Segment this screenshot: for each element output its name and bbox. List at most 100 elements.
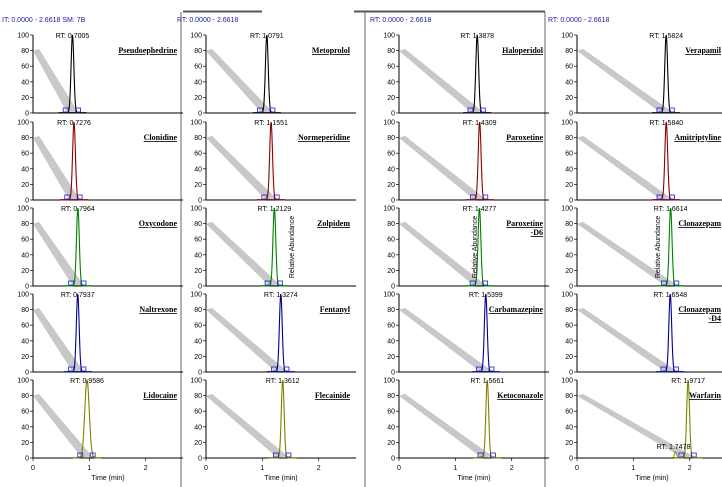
y-tick-label: 80	[194, 307, 202, 314]
y-tick-label: 0	[198, 111, 202, 118]
compound-label: Verapamil	[685, 46, 721, 55]
rt-label: RT: 1.3612	[266, 378, 300, 385]
integration-marker	[89, 452, 96, 458]
y-tick-label: 40	[565, 424, 573, 431]
y-tick-label: 40	[387, 338, 395, 345]
y-tick-label: 20	[387, 95, 395, 102]
y-tick-label: 60	[565, 409, 573, 416]
y-tick-label: 0	[569, 456, 573, 463]
y-tick-label: 100	[17, 120, 29, 127]
y-tick-label: 100	[190, 206, 202, 213]
y-axis-title: Relative Abundance	[655, 216, 662, 278]
compound-label: Amitriptyline	[674, 133, 721, 142]
y-tick-label: 0	[391, 284, 395, 291]
background-trace	[577, 48, 672, 114]
y-tick-label: 80	[194, 221, 202, 228]
y-tick-label: 80	[387, 307, 395, 314]
y-tick-label: 80	[194, 48, 202, 55]
rt-label: RT: 1.2129	[257, 206, 291, 213]
compound-label: Lidocaine	[143, 391, 177, 400]
y-tick-label: 40	[194, 252, 202, 259]
integration-marker	[283, 366, 290, 372]
x-tick-label: 2	[144, 465, 148, 472]
peak-trace	[473, 379, 502, 459]
y-tick-label: 20	[194, 95, 202, 102]
range-header: RT: 0.0000 - 2.6618	[370, 17, 431, 24]
y-tick-label: 20	[21, 354, 29, 361]
integration-marker	[68, 280, 75, 286]
y-tick-label: 40	[565, 252, 573, 259]
y-tick-label: 100	[561, 378, 573, 385]
range-header: IT: 0.0000 - 2.6618 SM: 7B	[2, 17, 86, 24]
integration-marker	[277, 280, 283, 286]
x-tick-label: 1	[87, 465, 91, 472]
compound-label: Fentanyl	[320, 305, 351, 314]
y-tick-label: 60	[21, 409, 29, 416]
integration-marker	[660, 366, 667, 372]
y-tick-label: 0	[569, 370, 573, 377]
y-tick-label: 60	[387, 237, 395, 244]
y-tick-label: 20	[565, 182, 573, 189]
background-trace	[33, 221, 83, 286]
rt-label: RT: 1.4309	[463, 120, 497, 127]
peak-trace	[471, 293, 500, 373]
y-tick-label: 0	[569, 111, 573, 118]
y-tick-label: 20	[565, 354, 573, 361]
integration-marker	[482, 280, 488, 286]
y-tick-label: 40	[565, 338, 573, 345]
y-tick-label: 80	[387, 135, 395, 142]
compound-label: -D6	[531, 228, 543, 237]
compound-label: Normeperidine	[298, 133, 350, 142]
y-tick-label: 100	[17, 378, 29, 385]
x-tick-label: 0	[575, 465, 579, 472]
integration-marker	[476, 366, 482, 372]
background-trace	[399, 48, 483, 114]
y-tick-label: 60	[194, 237, 202, 244]
y-tick-label: 60	[194, 64, 202, 71]
y-tick-label: 0	[25, 198, 29, 205]
integration-marker	[64, 194, 71, 200]
y-tick-label: 100	[561, 120, 573, 127]
y-tick-label: 20	[21, 182, 29, 189]
peak-trace	[257, 121, 286, 201]
y-tick-label: 40	[21, 424, 29, 431]
rt-label: RT: 1.0791	[250, 33, 284, 40]
integration-marker	[261, 194, 268, 200]
y-axis-title: Relative Abundance	[289, 216, 296, 278]
y-tick-label: 100	[561, 206, 573, 213]
integration-marker	[285, 452, 292, 458]
x-axis-title: Time (min)	[457, 475, 490, 482]
integration-marker	[469, 194, 476, 200]
y-axis-title: Relative Abundance	[472, 216, 479, 278]
y-tick-label: 20	[21, 268, 29, 275]
compound-label: Oxycodone	[139, 219, 178, 228]
y-tick-label: 80	[21, 393, 29, 400]
y-tick-label: 20	[565, 440, 573, 447]
integration-marker	[678, 452, 685, 458]
y-tick-label: 80	[194, 393, 202, 400]
y-tick-label: 80	[565, 48, 573, 55]
y-tick-label: 20	[565, 95, 573, 102]
rt-label: RT: 1.5840	[649, 120, 683, 127]
y-tick-label: 100	[383, 33, 395, 40]
integration-marker	[80, 280, 87, 286]
compound-label: Zolpidem	[317, 219, 350, 228]
rt-label: RT: 0.7964	[61, 206, 95, 213]
integration-marker	[75, 107, 82, 113]
y-tick-label: 100	[561, 33, 573, 40]
integration-marker	[656, 107, 663, 113]
peak-trace	[63, 293, 92, 373]
y-tick-label: 0	[198, 370, 202, 377]
y-tick-label: 80	[21, 48, 29, 55]
y-tick-label: 0	[391, 456, 395, 463]
integration-marker	[257, 107, 263, 113]
integration-marker	[673, 280, 680, 286]
y-tick-label: 0	[25, 284, 29, 291]
rt-label: RT: 1.4277	[463, 206, 497, 213]
rt-label: RT: 0.9586	[70, 378, 104, 385]
y-tick-label: 80	[565, 221, 573, 228]
x-axis-title: Time (min)	[264, 475, 297, 482]
background-trace	[206, 48, 272, 114]
y-tick-label: 100	[561, 292, 573, 299]
y-tick-label: 100	[190, 120, 202, 127]
